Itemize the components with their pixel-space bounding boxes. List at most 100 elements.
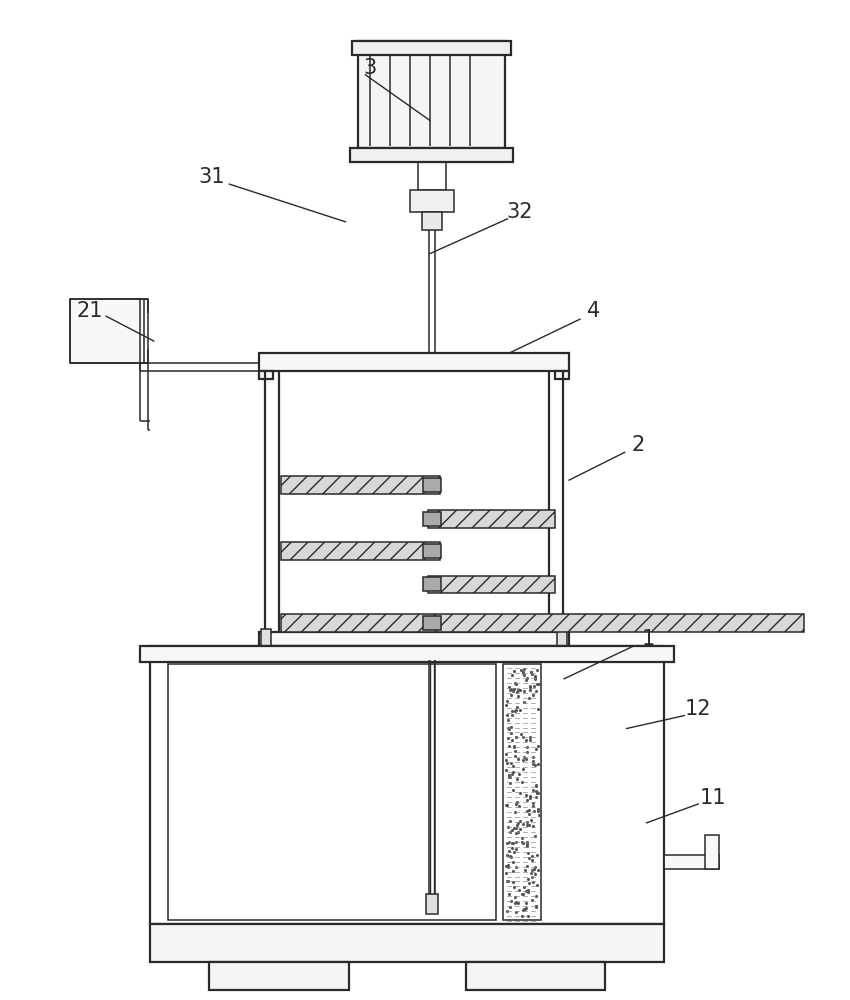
Point [499,797,513,813]
Point [520,670,534,686]
Text: 1: 1 [642,629,655,649]
Point [516,729,530,745]
Bar [259,353,569,371]
Point [519,883,533,899]
Bar [423,544,441,558]
Point [499,865,513,881]
Point [518,862,532,878]
Point [502,769,516,785]
Point [520,836,534,852]
Point [517,886,530,902]
Point [530,676,544,692]
Text: 4: 4 [587,301,600,321]
Text: 32: 32 [506,202,533,222]
Point [502,834,516,850]
Bar [706,835,719,869]
Bar [555,371,569,379]
Point [500,797,513,813]
Point [519,900,533,916]
Point [507,743,521,759]
Point [509,825,523,841]
Point [523,679,536,695]
Point [528,669,541,685]
Point [517,667,530,683]
Text: 11: 11 [700,788,727,808]
Bar [665,855,719,869]
Point [508,675,522,691]
Point [507,738,520,754]
Point [513,702,527,718]
Bar [350,148,513,162]
Point [522,850,536,866]
Point [525,892,539,908]
Point [500,697,513,713]
Point [528,757,541,773]
Point [502,712,515,728]
Point [501,873,514,889]
Point [529,778,542,794]
Point [516,752,530,768]
Point [509,841,523,857]
Point [510,684,524,700]
Point [520,744,534,760]
Point [501,707,514,723]
Bar [428,576,555,593]
Point [502,824,516,840]
Point [530,847,544,863]
Point [515,908,529,924]
Point [502,857,515,873]
Point [502,859,515,875]
Point [499,762,513,778]
Point [503,775,517,791]
Point [511,815,524,831]
Point [504,681,518,697]
Point [524,729,537,745]
Point [499,752,513,768]
Point [526,756,540,772]
Point [523,690,536,706]
Point [506,766,519,782]
Point [520,838,534,854]
Point [510,676,524,692]
Point [506,667,519,683]
Point [502,767,516,783]
Point [502,679,516,695]
Point [514,726,528,742]
Point [500,693,513,709]
Point [502,769,516,785]
Point [509,894,523,910]
Point [523,806,536,822]
Point [524,852,538,868]
Point [513,785,526,801]
Point [510,794,524,810]
Point [504,719,518,735]
Bar [423,512,441,526]
Point [504,687,518,703]
Point [500,847,513,863]
Point [530,899,543,915]
Point [530,683,543,699]
Point [512,766,525,782]
Point [515,830,529,846]
Point [505,822,518,838]
Point [521,884,535,900]
Point [531,803,545,819]
Point [508,748,522,764]
Point [507,681,520,697]
Text: 21: 21 [77,301,104,321]
Point [520,834,534,850]
Text: 12: 12 [685,699,711,719]
Point [530,877,544,893]
Text: 3: 3 [364,58,377,78]
Point [514,662,528,678]
Point [505,840,518,856]
Point [529,866,542,882]
Point [530,738,544,754]
Point [511,771,524,787]
Bar [410,190,454,212]
Point [521,845,535,861]
Point [512,882,525,898]
Point [526,798,540,814]
Point [524,812,538,828]
Point [529,783,542,799]
